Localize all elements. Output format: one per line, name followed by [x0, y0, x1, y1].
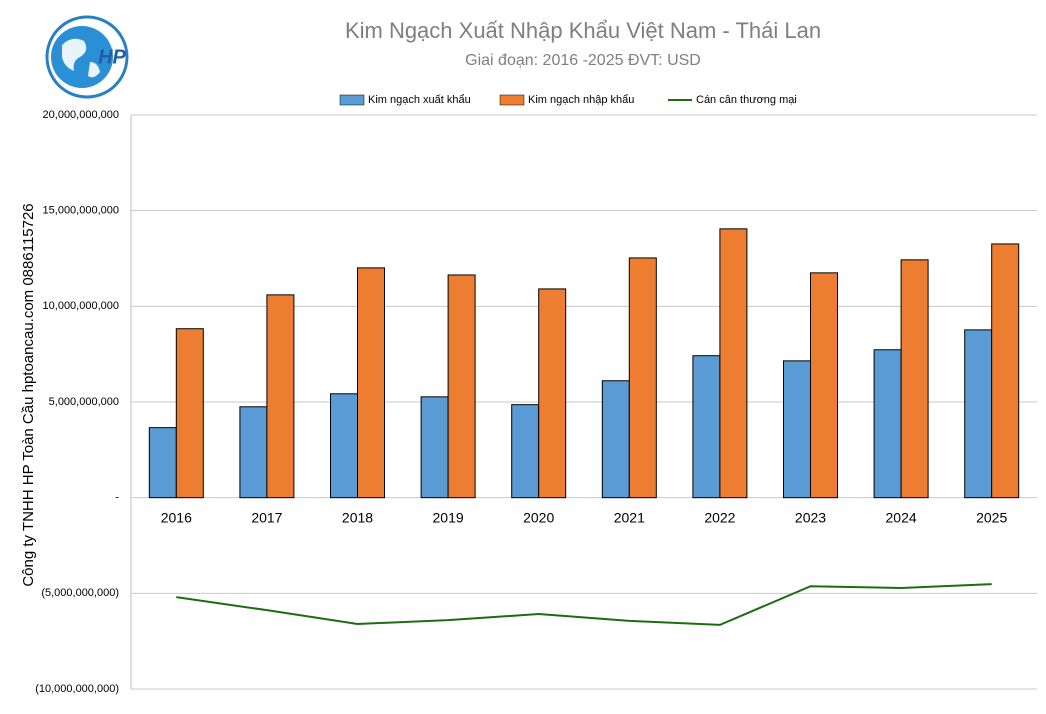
- logo-text: HP: [98, 46, 126, 68]
- x-tick-label: 2023: [795, 510, 826, 526]
- bar: [991, 243, 1020, 499]
- bar: [601, 380, 630, 499]
- bar: [783, 360, 811, 499]
- bar: [964, 329, 993, 499]
- x-tick-label: 2017: [251, 510, 282, 526]
- bar: [420, 396, 449, 499]
- legend-label: Kim ngạch xuất khẩu: [368, 94, 471, 106]
- x-tick-label: 2025: [976, 510, 1007, 526]
- bar: [810, 272, 838, 499]
- y-tick-label: 15,000,000,000: [43, 205, 119, 217]
- y-tick-label: (5,000,000,000): [41, 587, 119, 599]
- x-tick-label: 2022: [704, 510, 735, 526]
- chart-title: Kim Ngạch Xuất Nhập Khẩu Việt Nam - Thái…: [345, 18, 821, 43]
- logo-land: [62, 38, 100, 78]
- y-tick-label: 10,000,000,000: [43, 300, 119, 312]
- bar: [692, 355, 721, 499]
- x-tick-label: 2021: [614, 510, 645, 526]
- x-tick-label: 2018: [342, 510, 373, 526]
- legend-swatch: [339, 94, 365, 106]
- x-tick-label: 2016: [161, 510, 192, 526]
- y-tick-label: 5,000,000,000: [49, 396, 119, 408]
- logo: HP: [45, 15, 129, 99]
- chart-subtitle: Giai đoạn: 2016 -2025 ĐVT: USD: [465, 52, 701, 69]
- bar: [538, 288, 567, 499]
- legend-swatch: [499, 94, 525, 106]
- bar: [900, 259, 929, 499]
- legend-label: Cán cân thương mại: [696, 94, 797, 106]
- y-tick-label: (10,000,000,000): [35, 683, 119, 695]
- bar: [330, 393, 358, 499]
- x-tick-label: 2024: [886, 510, 917, 526]
- line: [176, 583, 992, 626]
- bar: [511, 404, 540, 499]
- bar: [357, 267, 385, 499]
- bar: [239, 406, 268, 499]
- bar: [873, 349, 902, 499]
- x-tick-label: 2019: [433, 510, 464, 526]
- legend-label: Kim ngạch nhập khẩu: [528, 94, 634, 106]
- bar: [447, 274, 476, 499]
- bar: [175, 328, 204, 499]
- bar: [719, 228, 748, 499]
- x-tick-label: 2020: [523, 510, 554, 526]
- y-tick-label: 20,000,000,000: [43, 109, 119, 121]
- y-axis-label: Công ty TNHH HP Toàn Cầu hptoancau.com 0…: [20, 203, 37, 586]
- y-tick-label: -: [115, 492, 119, 504]
- bar: [148, 427, 177, 499]
- bar: [628, 257, 657, 499]
- bar: [266, 294, 295, 499]
